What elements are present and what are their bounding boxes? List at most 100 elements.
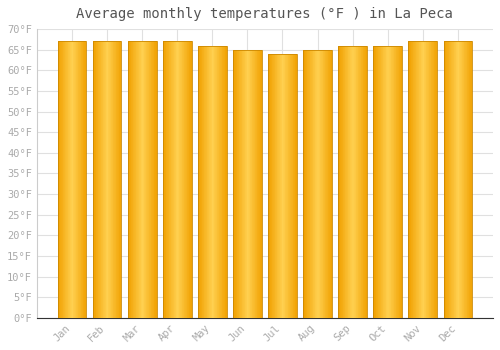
Bar [374, 46, 375, 318]
Bar [75, 41, 76, 318]
Bar [58, 41, 86, 318]
Bar [137, 41, 138, 318]
Bar [251, 50, 252, 318]
Bar [329, 50, 330, 318]
Bar [108, 41, 109, 318]
Bar [352, 46, 354, 318]
Bar [168, 41, 170, 318]
Bar [128, 41, 129, 318]
Bar [214, 46, 215, 318]
Bar [220, 46, 221, 318]
Bar [279, 54, 280, 318]
Bar [341, 46, 342, 318]
Bar [120, 41, 122, 318]
Bar [59, 41, 60, 318]
Bar [61, 41, 62, 318]
Bar [80, 41, 82, 318]
Bar [366, 46, 367, 318]
Bar [84, 41, 85, 318]
Bar [289, 54, 290, 318]
Bar [104, 41, 105, 318]
Bar [347, 46, 348, 318]
Bar [236, 50, 238, 318]
Bar [213, 46, 214, 318]
Bar [413, 41, 414, 318]
Bar [233, 50, 262, 318]
Bar [240, 50, 241, 318]
Bar [140, 41, 141, 318]
Bar [455, 41, 456, 318]
Title: Average monthly temperatures (°F ) in La Peca: Average monthly temperatures (°F ) in La… [76, 7, 454, 21]
Bar [109, 41, 110, 318]
Bar [163, 41, 164, 318]
Bar [67, 41, 68, 318]
Bar [150, 41, 152, 318]
Bar [428, 41, 430, 318]
Bar [342, 46, 344, 318]
Bar [281, 54, 282, 318]
Bar [115, 41, 116, 318]
Bar [431, 41, 432, 318]
Bar [423, 41, 424, 318]
Bar [458, 41, 460, 318]
Bar [258, 50, 259, 318]
Bar [211, 46, 212, 318]
Bar [450, 41, 452, 318]
Bar [356, 46, 357, 318]
Bar [433, 41, 434, 318]
Bar [98, 41, 99, 318]
Bar [273, 54, 274, 318]
Bar [312, 50, 314, 318]
Bar [466, 41, 468, 318]
Bar [210, 46, 211, 318]
Bar [68, 41, 69, 318]
Bar [276, 54, 278, 318]
Bar [142, 41, 143, 318]
Bar [261, 50, 262, 318]
Bar [410, 41, 412, 318]
Bar [134, 41, 135, 318]
Bar [201, 46, 202, 318]
Bar [218, 46, 219, 318]
Bar [362, 46, 364, 318]
Bar [216, 46, 218, 318]
Bar [424, 41, 425, 318]
Bar [133, 41, 134, 318]
Bar [146, 41, 147, 318]
Bar [163, 41, 192, 318]
Bar [241, 50, 242, 318]
Bar [350, 46, 351, 318]
Bar [254, 50, 256, 318]
Bar [188, 41, 190, 318]
Bar [190, 41, 191, 318]
Bar [468, 41, 469, 318]
Bar [272, 54, 273, 318]
Bar [304, 50, 306, 318]
Bar [175, 41, 176, 318]
Bar [427, 41, 428, 318]
Bar [233, 50, 234, 318]
Bar [252, 50, 253, 318]
Bar [453, 41, 454, 318]
Bar [268, 54, 297, 318]
Bar [380, 46, 382, 318]
Bar [357, 46, 358, 318]
Bar [317, 50, 318, 318]
Bar [389, 46, 390, 318]
Bar [330, 50, 331, 318]
Bar [331, 50, 332, 318]
Bar [291, 54, 292, 318]
Bar [94, 41, 95, 318]
Bar [106, 41, 107, 318]
Bar [387, 46, 388, 318]
Bar [435, 41, 436, 318]
Bar [283, 54, 284, 318]
Bar [454, 41, 455, 318]
Bar [174, 41, 175, 318]
Bar [296, 54, 297, 318]
Bar [284, 54, 286, 318]
Bar [418, 41, 419, 318]
Bar [234, 50, 235, 318]
Bar [138, 41, 139, 318]
Bar [128, 41, 156, 318]
